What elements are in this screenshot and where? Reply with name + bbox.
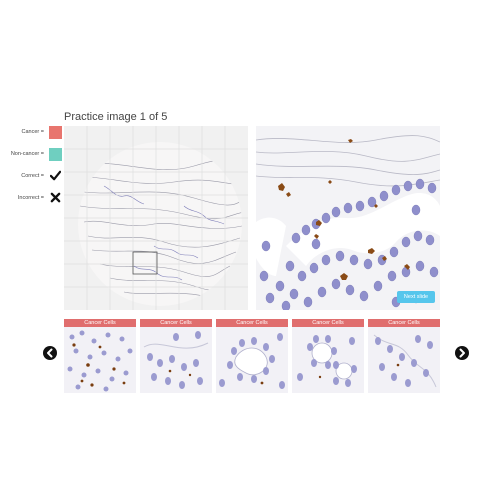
thumbnail-label: Cancer Cells — [368, 319, 440, 327]
chevron-left-icon — [47, 348, 53, 358]
legend-non-cancer: Non-cancer = — [6, 146, 62, 168]
next-thumbnails-button[interactable] — [455, 346, 469, 360]
thumbnail-1[interactable]: Cancer Cells — [64, 319, 136, 393]
legend-incorrect: Incorrect = — [6, 190, 62, 212]
non-cancer-swatch — [49, 148, 62, 161]
thumbnail-3[interactable]: Cancer Cells — [216, 319, 288, 393]
next-slide-button[interactable]: Next slide — [397, 291, 435, 303]
page-title: Practice image 1 of 5 — [64, 111, 168, 123]
thumbnail-strip: Cancer Cells Cancer Cells Cancer Cells C… — [64, 319, 440, 393]
thumbnail-4[interactable]: Cancer Cells — [292, 319, 364, 393]
legend-correct-label: Correct = — [21, 173, 44, 179]
thumbnail-label: Cancer Cells — [292, 319, 364, 327]
legend-cancer-label: Cancer = — [21, 129, 44, 135]
legend-cancer: Cancer = — [6, 124, 62, 146]
cross-icon — [50, 192, 61, 203]
zoomed-tissue-view[interactable] — [256, 126, 440, 310]
tissue-overview-grid[interactable] — [64, 126, 248, 310]
thumbnail-label: Cancer Cells — [64, 319, 136, 327]
legend-correct: Correct = — [6, 168, 62, 190]
legend: Cancer = Non-cancer = Correct = Incorrec… — [6, 124, 62, 212]
checkmark-icon — [50, 170, 61, 181]
legend-non-cancer-label: Non-cancer = — [10, 151, 44, 157]
thumbnail-5[interactable]: Cancer Cells — [368, 319, 440, 393]
chevron-right-icon — [459, 348, 465, 358]
thumbnail-label: Cancer Cells — [140, 319, 212, 327]
legend-incorrect-label: Incorrect = — [17, 195, 44, 201]
thumbnail-label: Cancer Cells — [216, 319, 288, 327]
previous-thumbnails-button[interactable] — [43, 346, 57, 360]
cancer-swatch — [49, 126, 62, 139]
thumbnail-2[interactable]: Cancer Cells — [140, 319, 212, 393]
